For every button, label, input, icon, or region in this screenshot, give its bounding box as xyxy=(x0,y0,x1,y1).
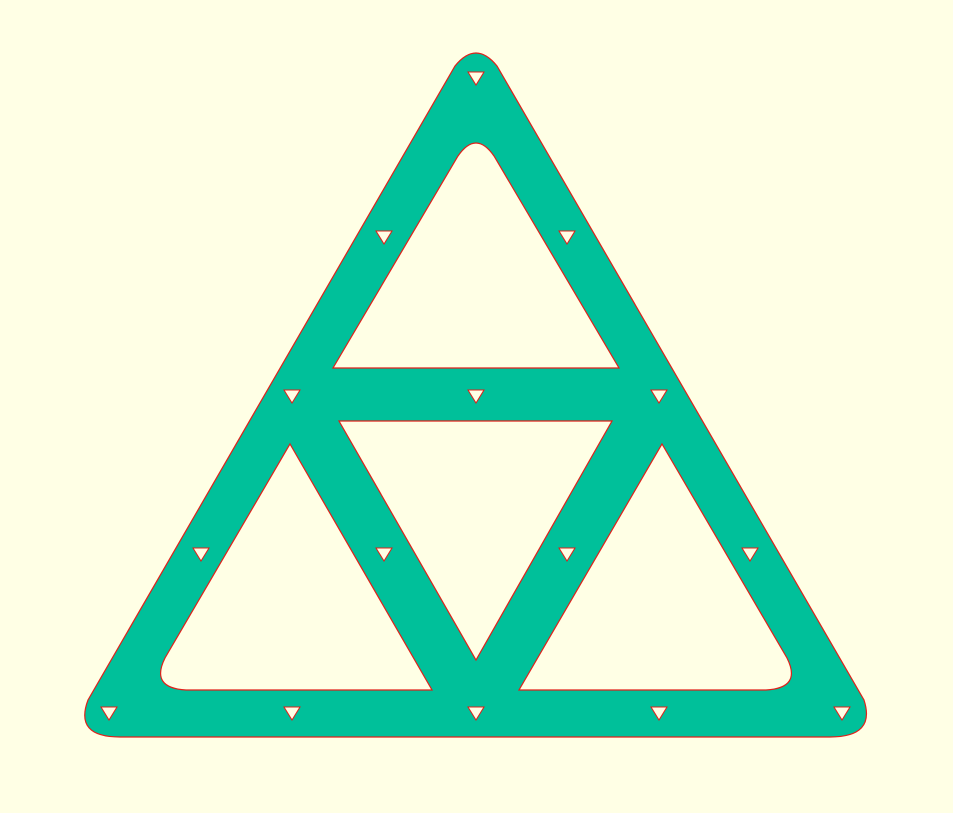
triangle-hole xyxy=(375,230,393,245)
triangle-hole xyxy=(741,547,759,562)
triangle-hole xyxy=(283,706,301,721)
triangle-hole xyxy=(100,706,118,721)
triangle-hole xyxy=(650,706,668,721)
triangle-hole xyxy=(192,547,210,562)
triangle-hole xyxy=(833,706,851,721)
triangle-hole xyxy=(283,389,301,404)
triangle-hole xyxy=(467,389,485,404)
triangle-hole xyxy=(467,706,485,721)
triangle-hole xyxy=(375,547,393,562)
triangle-hole xyxy=(558,230,576,245)
triangle-hole xyxy=(467,71,485,86)
triangle-hole xyxy=(650,389,668,404)
triangle-hole xyxy=(558,547,576,562)
mounting-holes xyxy=(100,71,851,721)
